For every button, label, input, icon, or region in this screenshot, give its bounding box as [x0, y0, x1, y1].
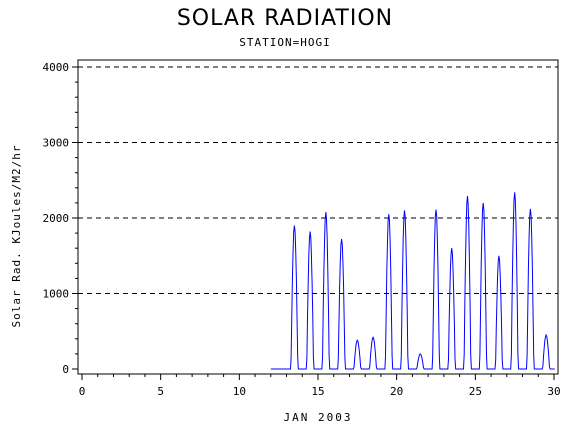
y-axis-label: Solar Rad. KJoules/M2/hr [10, 145, 23, 328]
y-tick-label: 0 [62, 363, 69, 376]
x-tick-label: 20 [390, 385, 403, 398]
y-tick-label: 2000 [43, 212, 70, 225]
chart-subtitle: STATION=HOGI [239, 36, 331, 49]
x-tick-label: 30 [547, 385, 560, 398]
y-tick-label: 1000 [43, 288, 70, 301]
chart-title: SOLAR RADIATION [176, 6, 394, 31]
x-axis-label: JAN 2003 [284, 411, 353, 424]
x-tick-label: 0 [79, 385, 86, 398]
y-tick-label: 4000 [43, 61, 70, 74]
x-tick-label: 15 [311, 385, 324, 398]
x-tick-label: 25 [469, 385, 482, 398]
y-axis-ticks: 0 1000 2000 3000 4000 [43, 61, 78, 376]
grid-lines [78, 66, 558, 294]
x-tick-label: 10 [233, 385, 246, 398]
x-axis-ticks: 0 5 10 15 20 25 30 [79, 374, 561, 398]
solar-radiation-line [270, 192, 555, 370]
x-tick-label: 5 [157, 385, 164, 398]
data-series [270, 192, 555, 370]
y-tick-label: 3000 [43, 137, 70, 150]
